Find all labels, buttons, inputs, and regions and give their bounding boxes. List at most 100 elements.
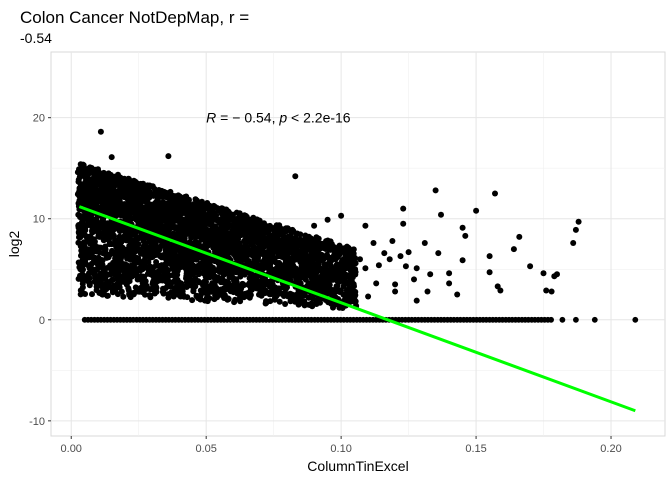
data-point — [459, 257, 466, 264]
data-point — [344, 290, 351, 297]
data-point — [510, 246, 517, 253]
data-point — [424, 288, 431, 295]
fit-line — [78, 205, 636, 413]
data-point — [177, 283, 184, 290]
data-point — [102, 246, 109, 253]
annotation-part: p — [278, 110, 287, 126]
data-point — [548, 288, 555, 295]
data-point — [292, 249, 299, 256]
x-tick-label: 0.15 — [465, 443, 486, 455]
data-point — [405, 249, 412, 256]
data-point — [316, 246, 323, 253]
data-point — [305, 258, 312, 265]
data-point — [206, 295, 213, 302]
data-point — [237, 298, 244, 305]
data-point — [260, 244, 267, 251]
data-point — [540, 270, 547, 277]
y-tick-label: 10 — [33, 214, 45, 226]
data-point — [230, 214, 236, 220]
data-point — [133, 240, 140, 247]
data-point — [313, 269, 320, 276]
data-point — [315, 235, 322, 242]
data-point — [427, 271, 434, 278]
data-point — [462, 232, 469, 239]
data-point — [247, 292, 254, 298]
data-point — [282, 301, 289, 307]
data-point — [227, 270, 234, 277]
data-point — [400, 220, 407, 227]
data-point — [135, 255, 142, 262]
data-point — [200, 209, 207, 216]
data-point — [373, 280, 380, 287]
data-point — [185, 196, 192, 203]
data-point — [174, 256, 181, 263]
y-tick-label: -10 — [29, 416, 45, 428]
y-axis-title: log2 — [6, 231, 22, 258]
chart-title-line-2: -0.54 — [20, 30, 52, 46]
data-point — [79, 280, 86, 287]
x-tick-label: 0.20 — [600, 443, 621, 455]
data-point — [255, 217, 262, 224]
data-point — [176, 193, 183, 200]
data-point — [413, 265, 420, 272]
data-point — [327, 266, 334, 273]
data-point — [350, 251, 357, 258]
data-point — [375, 262, 382, 269]
data-point — [86, 275, 93, 282]
data-point — [276, 298, 283, 305]
data-point — [365, 293, 372, 300]
data-point — [362, 222, 369, 229]
annotation-part: < 2.2e-16 — [287, 110, 351, 126]
data-point — [324, 273, 331, 279]
data-point — [82, 291, 89, 297]
data-point — [200, 213, 207, 220]
x-axis-title: ColumnTinExcel — [307, 458, 408, 474]
data-point — [142, 291, 148, 298]
data-point — [142, 277, 148, 284]
data-point — [271, 296, 278, 303]
x-tick-label: 0.00 — [61, 443, 82, 455]
data-point — [370, 240, 377, 246]
data-point — [357, 256, 363, 263]
data-point — [160, 289, 167, 295]
data-point — [75, 224, 82, 231]
data-point — [486, 253, 493, 260]
data-point — [225, 296, 232, 302]
data-point — [352, 266, 359, 273]
data-point — [351, 283, 357, 290]
data-point — [348, 278, 355, 285]
data-point — [300, 269, 307, 276]
data-point — [392, 288, 399, 295]
data-point — [324, 216, 331, 223]
data-point — [111, 182, 118, 189]
data-point — [202, 281, 209, 288]
data-point — [190, 287, 197, 294]
data-point — [126, 278, 133, 285]
x-axis-ticks: 0.00 0.05 0.10 0.15 0.20 — [61, 436, 622, 455]
data-point — [84, 246, 91, 253]
data-point — [181, 207, 188, 214]
data-point — [332, 256, 339, 263]
data-point — [110, 232, 117, 239]
data-point — [153, 284, 160, 291]
zero-point — [632, 316, 639, 323]
data-point — [389, 238, 396, 244]
data-point — [292, 173, 299, 180]
data-point — [362, 265, 369, 272]
data-point — [153, 259, 160, 265]
correlation-annotation: R = − 0.54, p < 2.2e-16 — [206, 110, 351, 126]
data-point — [170, 230, 177, 237]
data-point — [269, 281, 276, 288]
x-tick-label: 0.05 — [195, 443, 216, 455]
data-point — [146, 188, 153, 195]
data-point — [79, 271, 86, 278]
data-point — [340, 248, 347, 255]
data-point — [397, 253, 404, 260]
data-point — [89, 291, 95, 298]
data-point — [214, 275, 220, 282]
y-tick-label: 20 — [33, 113, 45, 125]
data-point — [411, 276, 417, 283]
data-point — [284, 274, 291, 281]
data-point — [486, 269, 493, 276]
data-point — [413, 297, 420, 304]
